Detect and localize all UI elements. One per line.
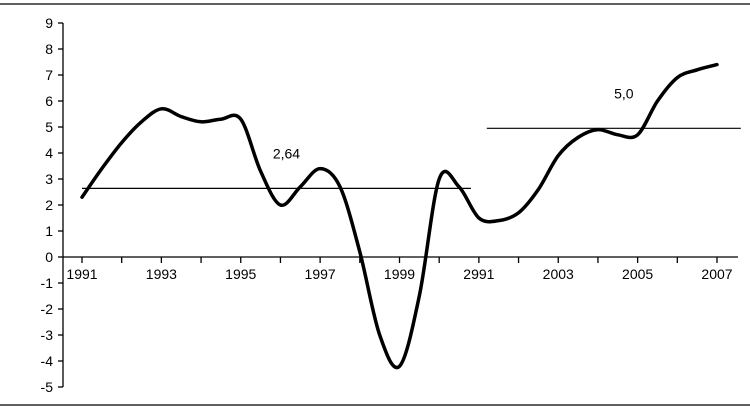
reference-line-label: 5,0 <box>614 85 634 101</box>
y-tick-label: 6 <box>45 93 53 109</box>
y-tick-label: 2 <box>45 197 53 213</box>
x-tick-label: 2003 <box>543 266 574 282</box>
x-tick-label: 2007 <box>701 266 732 282</box>
series-line <box>80 62 719 370</box>
y-tick-label: 7 <box>45 67 53 83</box>
y-tick-label: 8 <box>45 41 53 57</box>
x-tick-label: 2005 <box>622 266 653 282</box>
y-tick-label: -1 <box>41 275 54 291</box>
y-tick-label: -3 <box>41 327 54 343</box>
x-tick-label: 1999 <box>384 266 415 282</box>
reference-line-label: 2,64 <box>273 145 300 161</box>
y-tick-label: 0 <box>45 249 53 265</box>
y-tick-label: 9 <box>45 15 53 31</box>
x-tick-label: 1991 <box>66 266 97 282</box>
y-tick-label: -4 <box>41 353 54 369</box>
y-tick-label: -2 <box>41 301 54 317</box>
y-tick-label: 4 <box>45 145 53 161</box>
y-tick-label: -5 <box>41 379 54 395</box>
x-tick-label: 2991 <box>463 266 494 282</box>
data-series <box>80 62 719 370</box>
x-tick-label: 1993 <box>146 266 177 282</box>
y-tick-label: 1 <box>45 223 53 239</box>
y-axis: -5 -4 -3 -2 -1 0 1 2 3 4 5 6 7 8 9 <box>41 15 64 395</box>
y-tick-label: 3 <box>45 171 53 187</box>
x-tick-label: 1997 <box>305 266 336 282</box>
y-tick-label: 5 <box>45 119 53 135</box>
x-axis: 1991 1993 1995 1997 1999 2991 2003 2005 2007 <box>63 256 738 282</box>
reference-lines: 2,64 5,0 <box>82 85 741 189</box>
x-tick-label: 1995 <box>225 266 256 282</box>
